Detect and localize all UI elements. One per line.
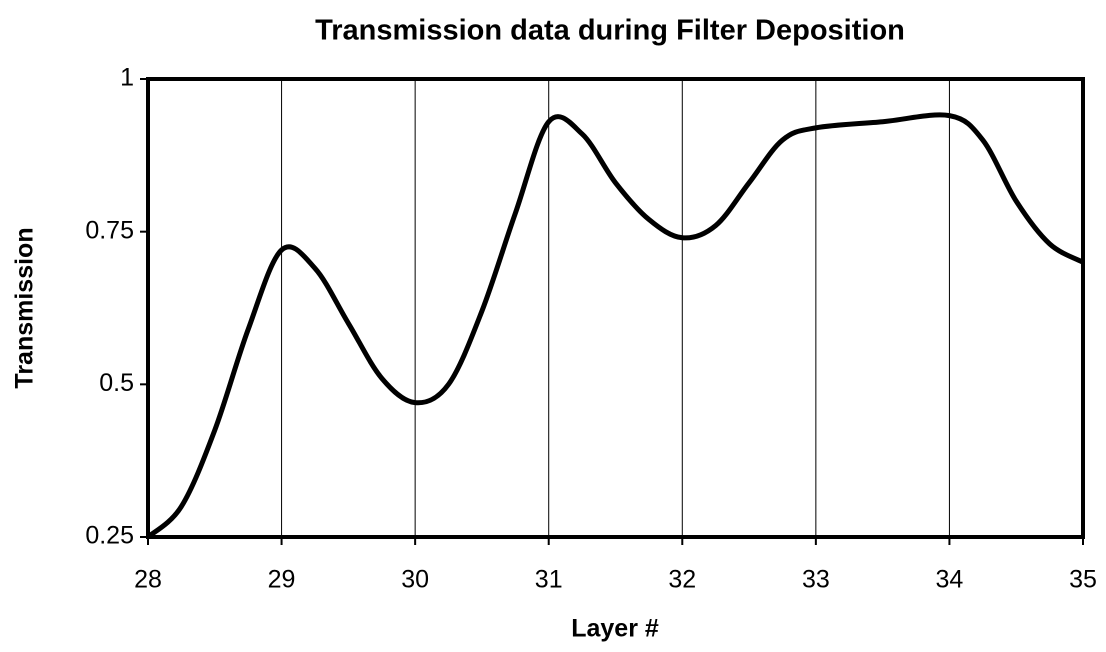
x-tick-label: 30 (401, 566, 429, 594)
x-tick-label: 32 (668, 566, 696, 594)
x-tick-label: 29 (268, 566, 296, 594)
x-tick-label: 35 (1069, 566, 1097, 594)
y-tick-label: 0.25 (85, 522, 134, 550)
x-tick-label: 33 (802, 566, 830, 594)
x-tick-label: 34 (936, 566, 964, 594)
chart-title: Transmission data during Filter Depositi… (315, 15, 905, 47)
plot-frame (146, 77, 1085, 539)
x-axis-title: Layer # (571, 615, 659, 643)
x-tick-label: 28 (134, 566, 162, 594)
y-tick-label: 1 (120, 64, 134, 92)
y-tick-label: 0.75 (85, 216, 134, 244)
line (146, 112, 1085, 539)
y-axis-title: Transmission (11, 227, 39, 388)
y-tick-label: 0.5 (99, 369, 134, 397)
x-tick-label: 31 (535, 566, 563, 594)
